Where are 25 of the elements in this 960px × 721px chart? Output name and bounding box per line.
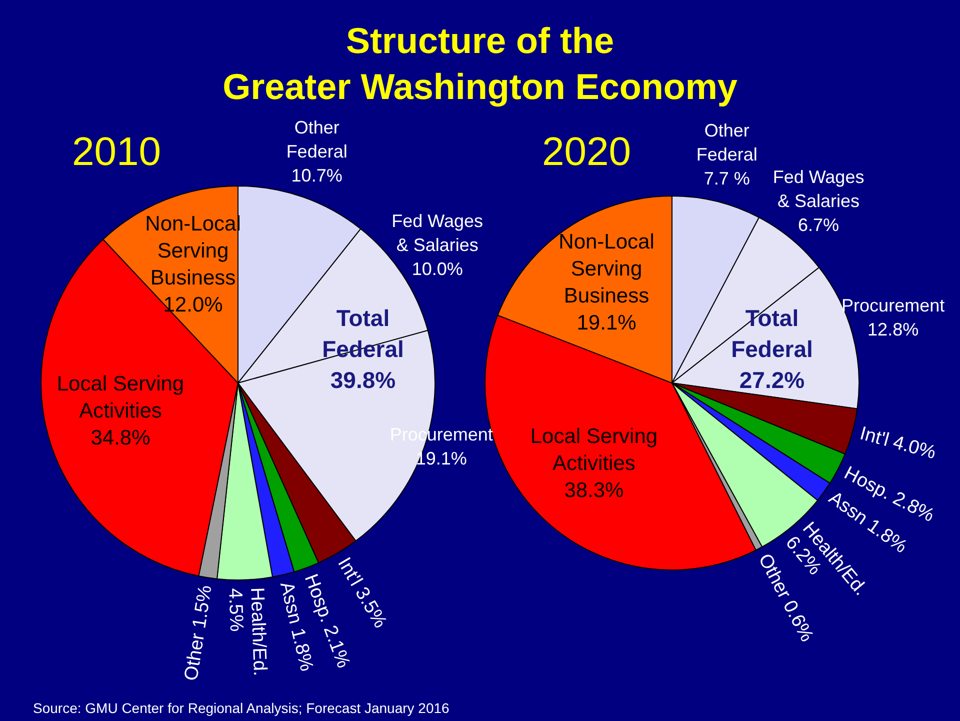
- data-label: 19.1%: [576, 311, 636, 334]
- slice-label: Health/Ed.: [246, 587, 270, 677]
- slice-label: Other Federal: [286, 117, 348, 162]
- data-label: 10.0%: [412, 259, 463, 280]
- chart-subtitle: 2010: [72, 130, 161, 175]
- slice-label: Local Serving Activities: [56, 372, 184, 422]
- data-label: 4.5%: [224, 588, 247, 632]
- chart-title: Structure of the Greater Washington Economy: [222, 19, 738, 109]
- source-note: Source: GMU Center for Regional Analysis; Forecast January 2016: [33, 700, 450, 716]
- data-label: 38.3%: [564, 478, 624, 502]
- slice-label: Non-Local Serving Business: [558, 230, 654, 308]
- slice-label: Fed Wages & Salaries: [772, 167, 864, 212]
- data-label: 12.0%: [163, 293, 223, 316]
- slice-label: Procurement: [842, 295, 945, 316]
- data-label: 10.7%: [291, 165, 342, 186]
- slice-label: Fed Wages & Salaries: [392, 211, 484, 256]
- data-label: 7.7 %: [704, 168, 750, 189]
- category-label: Other 1.5%: [180, 584, 216, 682]
- data-label: 6.7%: [798, 215, 840, 236]
- data-label: 34.8%: [90, 426, 150, 450]
- data-label: 12.8%: [868, 319, 919, 340]
- slice-label: Local Serving Activities: [530, 424, 658, 475]
- slice-label: Other Federal: [696, 120, 758, 165]
- slice-label: Int'l 4.0%: [858, 423, 938, 464]
- chart-subtitle: 2020: [542, 130, 631, 175]
